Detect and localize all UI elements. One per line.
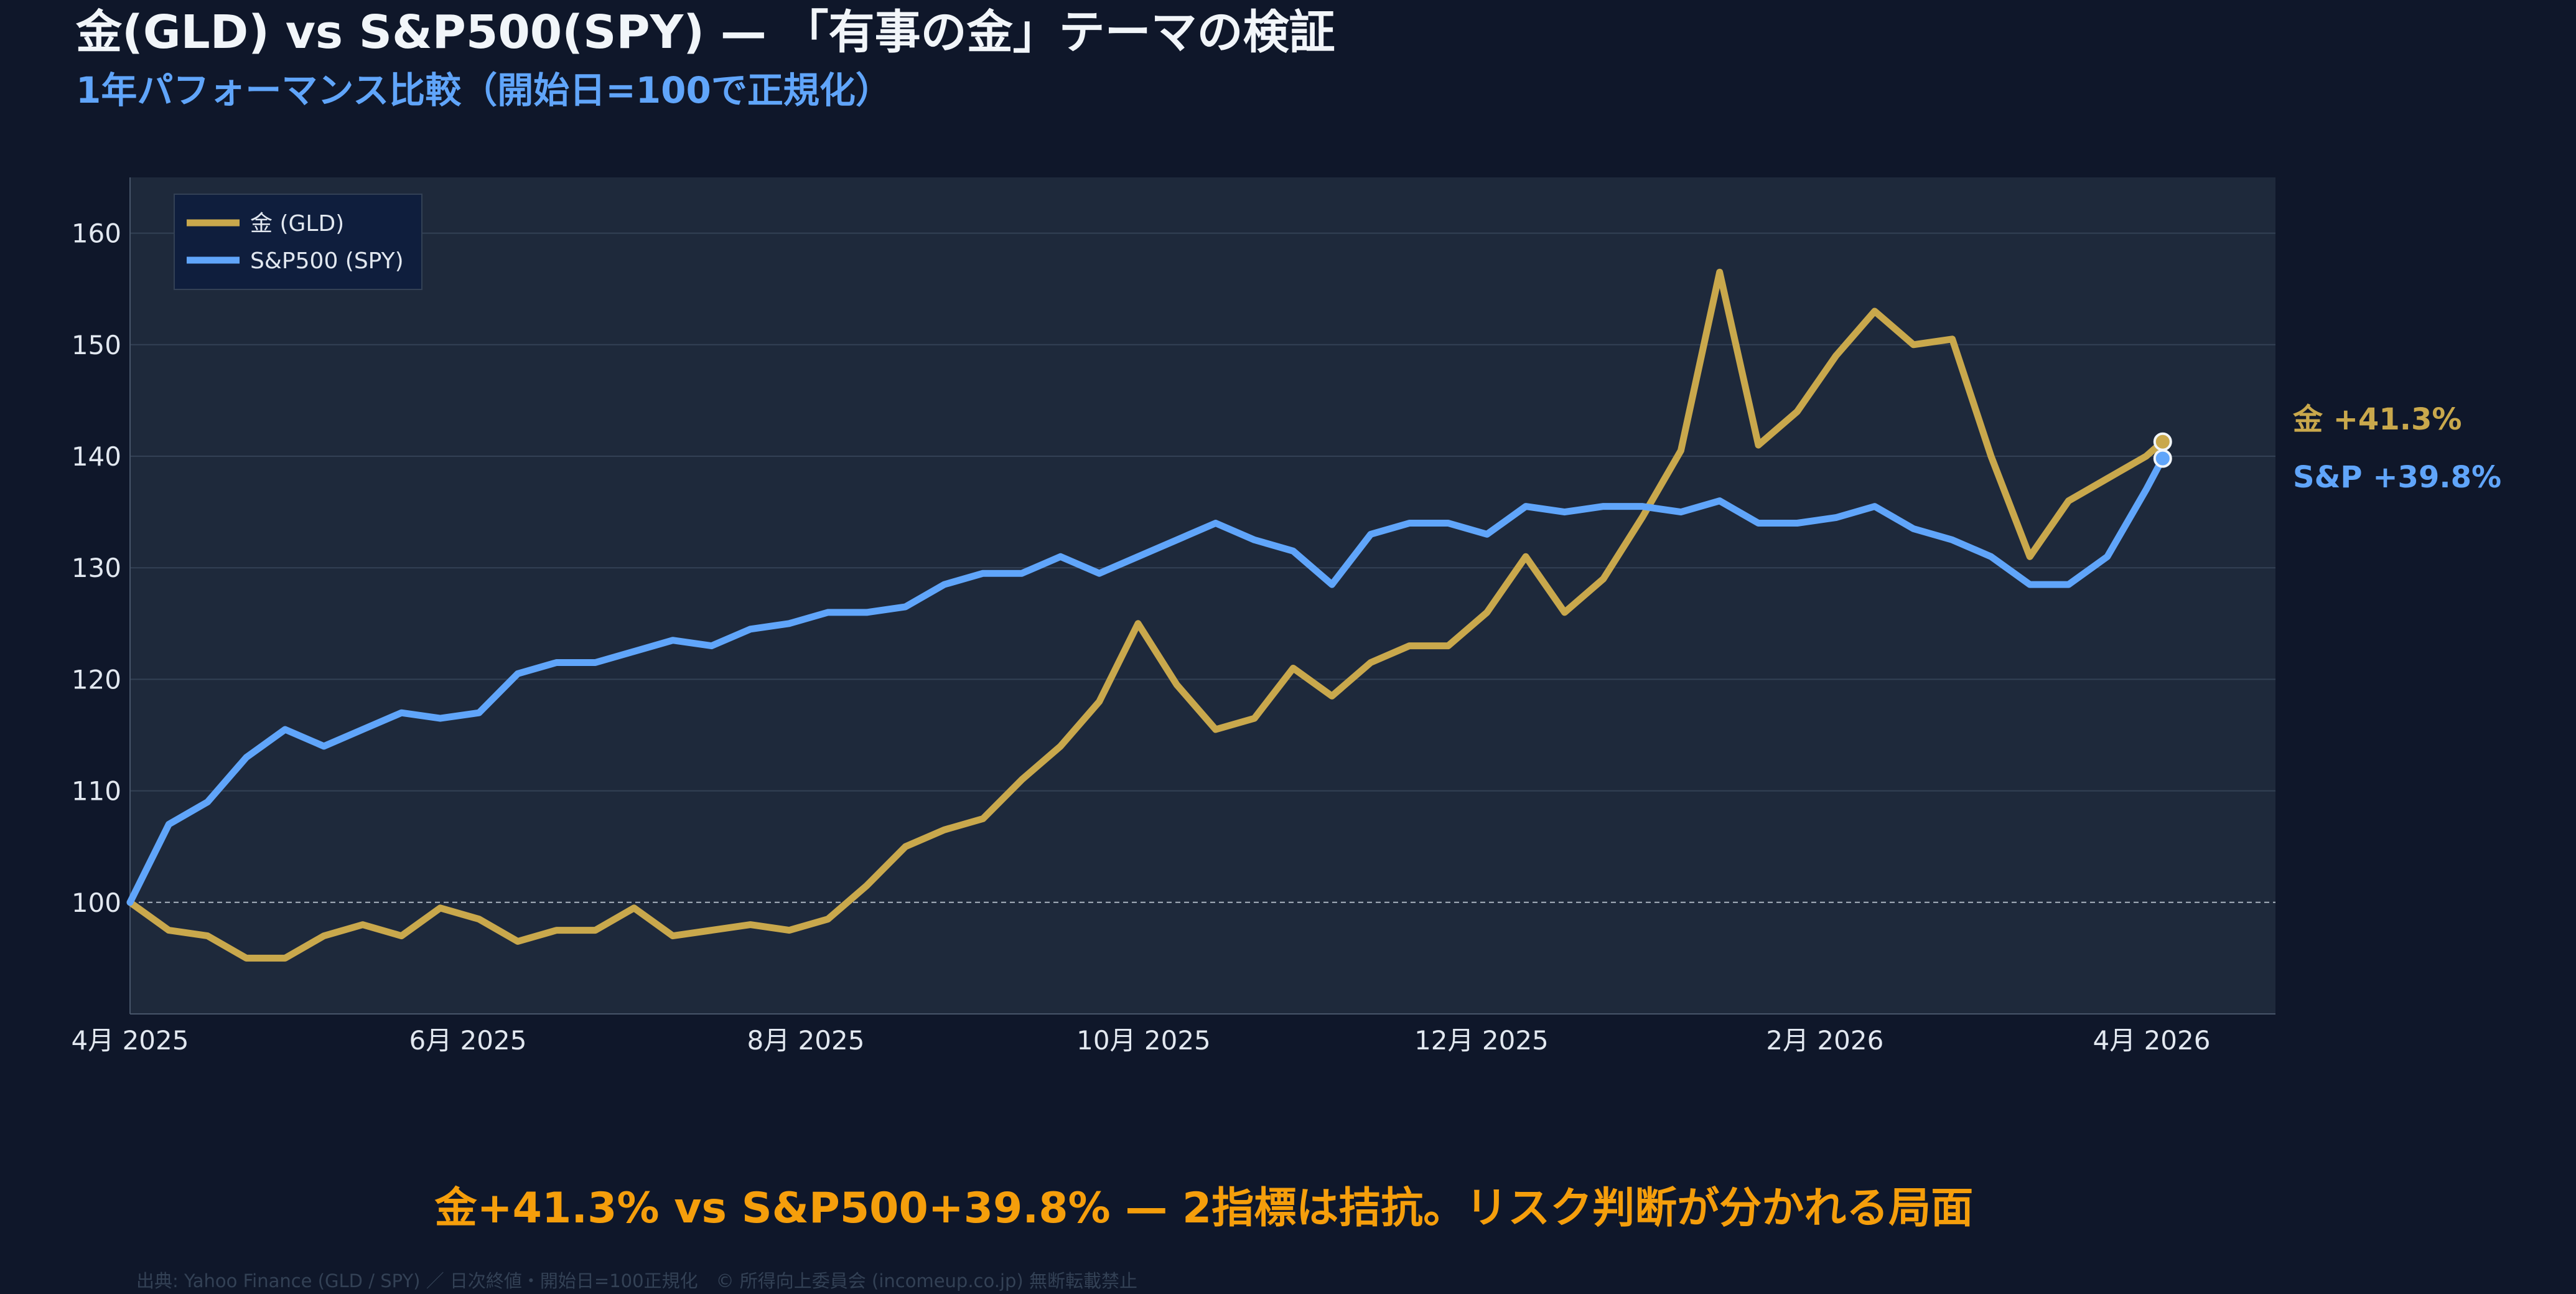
- x-tick-label: 4月 2026: [2093, 1025, 2211, 1056]
- legend-label: S&P500 (SPY): [250, 248, 404, 274]
- end-point-marker: [2153, 432, 2172, 451]
- source-footer: 出典: Yahoo Finance (GLD / SPY) ／ 日次終値・開始日…: [136, 1270, 1137, 1292]
- y-tick-label: 110: [72, 776, 121, 807]
- page-title: 金(GLD) vs S&P500(SPY) — 「有事の金」テーマの検証: [76, 6, 1335, 59]
- x-tick-label: 2月 2026: [1766, 1025, 1883, 1056]
- y-tick-label: 100: [72, 888, 121, 918]
- end-label: S&P +39.8%: [2293, 460, 2501, 495]
- page-subtitle: 1年パフォーマンス比較（開始日=100で正規化）: [76, 69, 892, 111]
- y-tick-label: 160: [72, 218, 121, 249]
- plot-area: [130, 177, 2275, 1014]
- end-point-marker: [2153, 449, 2172, 468]
- legend: [174, 194, 422, 290]
- y-tick-label: 130: [72, 553, 121, 583]
- x-tick-label: 12月 2025: [1414, 1025, 1549, 1056]
- y-tick-label: 150: [72, 330, 121, 360]
- x-tick-label: 8月 2025: [747, 1025, 864, 1056]
- x-tick-label: 6月 2025: [409, 1025, 526, 1056]
- headline: 金+41.3% vs S&P500+39.8% — 2指標は拮抗。リスク判断が分…: [434, 1184, 1974, 1233]
- spy-line: [126, 455, 2167, 906]
- gold-line: [126, 268, 2167, 962]
- x-tick-label: 10月 2025: [1076, 1025, 1211, 1056]
- legend-label: 金 (GLD): [250, 211, 344, 237]
- y-tick-label: 140: [72, 441, 121, 472]
- end-label: 金 +41.3%: [2292, 402, 2462, 437]
- y-tick-label: 120: [72, 664, 121, 695]
- x-tick-label: 4月 2025: [72, 1025, 189, 1056]
